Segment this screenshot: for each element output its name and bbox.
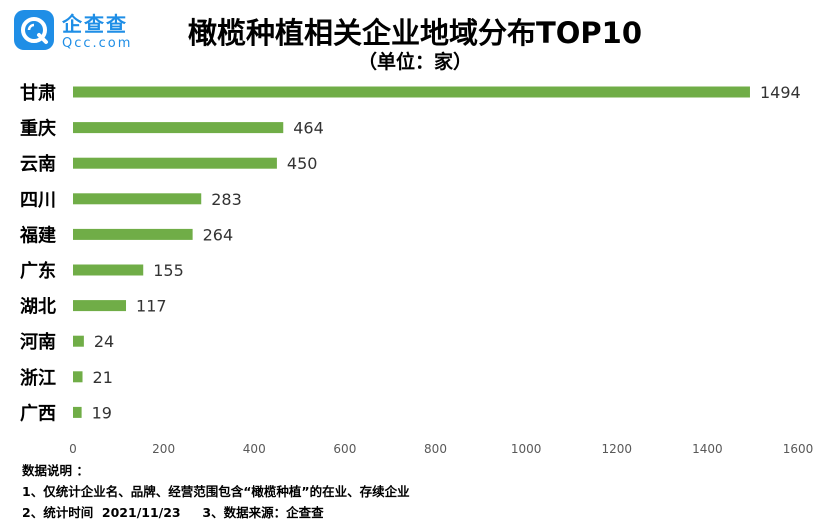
- category-label: 广西: [20, 402, 56, 424]
- x-tick-label: 1200: [601, 442, 632, 456]
- x-tick-label: 800: [424, 442, 447, 456]
- bar: [73, 86, 750, 98]
- data-notes: 数据说明 ： 1、仅统计企业名、品牌、经营范围包含“橄榄种植”的在业、存续企业 …: [22, 460, 410, 523]
- x-tick-label: 1600: [783, 442, 814, 456]
- category-label: 甘肃: [20, 82, 56, 104]
- bar: [73, 228, 193, 240]
- data-label: 464: [293, 119, 324, 138]
- x-tick-label: 400: [243, 442, 266, 456]
- category-label: 重庆: [20, 118, 56, 140]
- bar: [73, 122, 284, 134]
- bar: [73, 300, 127, 312]
- bar: [73, 335, 84, 347]
- bar: [73, 193, 202, 205]
- category-label: 河南: [20, 331, 56, 353]
- company-logo: 企查查 Qcc.com: [14, 8, 174, 54]
- notes-line-2: 2、统计时间 2021/11/23 3、数据来源：企查查: [22, 505, 324, 520]
- category-label: 四川: [20, 190, 56, 211]
- data-label: 19: [92, 403, 112, 422]
- x-tick-label: 600: [333, 442, 356, 456]
- notes-heading: 数据说明 ：: [22, 463, 89, 478]
- bar: [73, 406, 82, 418]
- data-label: 21: [93, 368, 113, 387]
- data-label: 283: [211, 190, 242, 209]
- category-label: 广东: [20, 260, 56, 282]
- category-label: 云南: [20, 153, 56, 175]
- category-label: 福建: [19, 224, 56, 246]
- logo-q-icon: [14, 10, 54, 50]
- x-tick-label: 1000: [511, 442, 542, 456]
- data-label: 24: [94, 332, 114, 351]
- logo-name: 企查查: [62, 12, 128, 36]
- bar: [73, 371, 83, 383]
- logo-domain: Qcc.com: [62, 36, 133, 51]
- bar: [73, 264, 144, 276]
- category-label: 浙江: [20, 367, 56, 389]
- data-label: 117: [136, 297, 167, 316]
- data-label: 1494: [760, 83, 801, 102]
- x-tick-label: 0: [69, 442, 77, 456]
- bar-chart: 甘肃 1494 重庆 464 云南 450 四川 283 福建 264 广东 155 湖北 117 河南 24…: [19, 82, 814, 456]
- category-label: 湖北: [20, 297, 56, 318]
- x-tick-label: 1400: [692, 442, 723, 456]
- chart-subtitle: （单位：家）: [357, 51, 472, 73]
- data-label: 155: [153, 261, 184, 280]
- notes-line-1: 1、仅统计企业名、品牌、经营范围包含“橄榄种植”的在业、存续企业: [22, 484, 410, 499]
- x-tick-label: 200: [152, 442, 175, 456]
- bar: [73, 157, 277, 169]
- chart-title: 橄榄种植相关企业地域分布TOP10: [187, 16, 643, 50]
- data-label: 450: [287, 154, 318, 173]
- data-label: 264: [203, 225, 234, 244]
